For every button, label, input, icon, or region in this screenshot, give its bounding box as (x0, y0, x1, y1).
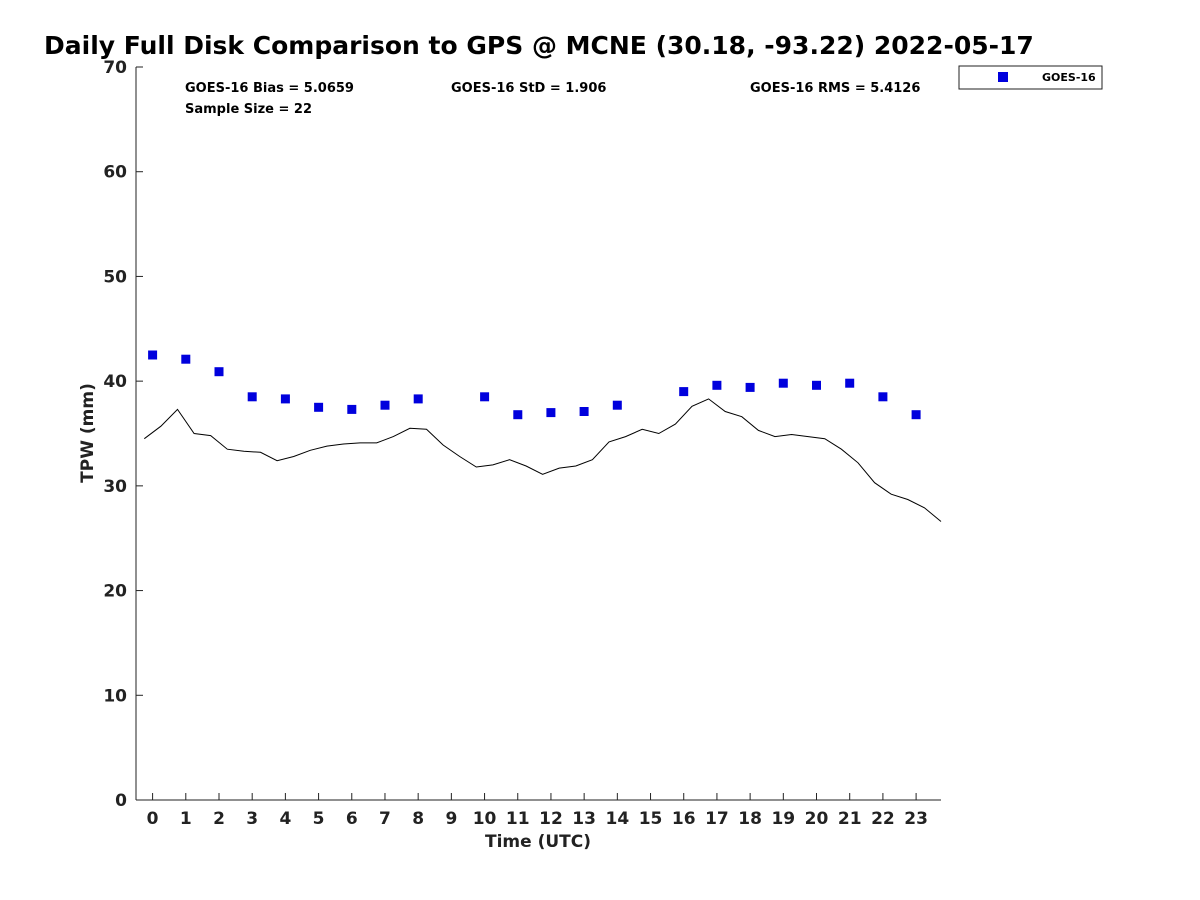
goes16-data-point (579, 407, 589, 416)
goes16-data-point (878, 392, 888, 402)
plot-area (136, 67, 941, 800)
y-tick-label: 20 (103, 582, 127, 602)
goes16-data-point (181, 354, 191, 364)
y-tick-label: 60 (103, 163, 127, 183)
goes16-data-point (778, 378, 788, 388)
x-tick-label: 16 (672, 809, 696, 829)
chart-title: Daily Full Disk Comparison to GPS @ MCNE… (44, 31, 1034, 60)
x-tick-label: 20 (805, 809, 829, 829)
goes16-data-point (480, 392, 490, 402)
x-tick-label: 23 (904, 809, 928, 829)
y-tick-label: 0 (115, 791, 127, 811)
x-tick-label: 21 (838, 809, 862, 829)
stat-std: GOES-16 StD = 1.906 (451, 81, 606, 96)
y-axis-label: TPW (mm) (78, 383, 98, 483)
x-axis-label: Time (UTC) (485, 832, 591, 852)
goes16-data-point (712, 380, 722, 390)
x-tick-label: 18 (738, 809, 762, 829)
goes16-data-point (513, 410, 523, 420)
x-tick-label: 0 (147, 809, 159, 829)
y-axis-ticks: 0 10 20 30 40 50 60 70 (103, 58, 143, 811)
x-tick-label: 12 (539, 809, 563, 829)
gps-line-series (143, 398, 942, 522)
x-tick-label: 7 (379, 809, 391, 829)
goes16-marker-series (148, 350, 921, 420)
y-tick-label: 30 (103, 477, 127, 497)
goes16-data-point (845, 378, 855, 388)
goes16-data-point (347, 404, 357, 414)
x-axis-ticks: 0 1 2 3 4 5 6 7 8 9 10 11 12 13 14 15 16 17 18 19 20 21 22 23 (147, 793, 928, 829)
x-tick-label: 10 (473, 809, 497, 829)
x-tick-label: 22 (871, 809, 895, 829)
goes16-data-point (413, 394, 423, 404)
y-tick-label: 50 (103, 267, 127, 287)
x-tick-label: 8 (412, 809, 424, 829)
stat-rms: GOES-16 RMS = 5.4126 (750, 81, 920, 96)
goes16-data-point (214, 367, 224, 377)
x-tick-label: 4 (279, 809, 291, 829)
goes16-data-point (314, 402, 324, 412)
legend-label-goes16: GOES-16 (1042, 71, 1096, 84)
x-tick-label: 5 (313, 809, 325, 829)
legend: GOES-16 (958, 65, 1103, 90)
goes16-data-point (380, 400, 390, 410)
y-tick-label: 10 (103, 686, 127, 706)
goes16-data-point (280, 394, 290, 404)
x-tick-label: 11 (506, 809, 530, 829)
goes16-data-point (679, 387, 689, 397)
goes16-data-point (911, 410, 921, 420)
goes16-data-point (745, 382, 755, 392)
x-tick-label: 3 (246, 809, 258, 829)
stat-sample-size: Sample Size = 22 (185, 102, 312, 117)
x-tick-label: 1 (180, 809, 192, 829)
x-tick-label: 9 (445, 809, 457, 829)
x-tick-label: 2 (213, 809, 225, 829)
x-tick-label: 15 (639, 809, 663, 829)
y-tick-label: 40 (103, 372, 127, 392)
x-tick-label: 17 (705, 809, 729, 829)
stat-bias: GOES-16 Bias = 5.0659 (185, 81, 354, 96)
legend-marker-goes16 (998, 72, 1008, 82)
x-tick-label: 14 (606, 809, 630, 829)
goes16-data-point (247, 392, 257, 402)
gps-line (143, 398, 942, 522)
goes16-data-point (812, 380, 821, 390)
x-tick-label: 13 (572, 809, 596, 829)
y-tick-label: 70 (103, 58, 127, 78)
goes16-data-point (612, 400, 622, 410)
x-tick-label: 19 (771, 809, 795, 829)
x-tick-label: 6 (346, 809, 358, 829)
goes16-data-point (148, 350, 158, 360)
legend-box (958, 65, 1103, 90)
goes16-data-point (546, 408, 556, 418)
